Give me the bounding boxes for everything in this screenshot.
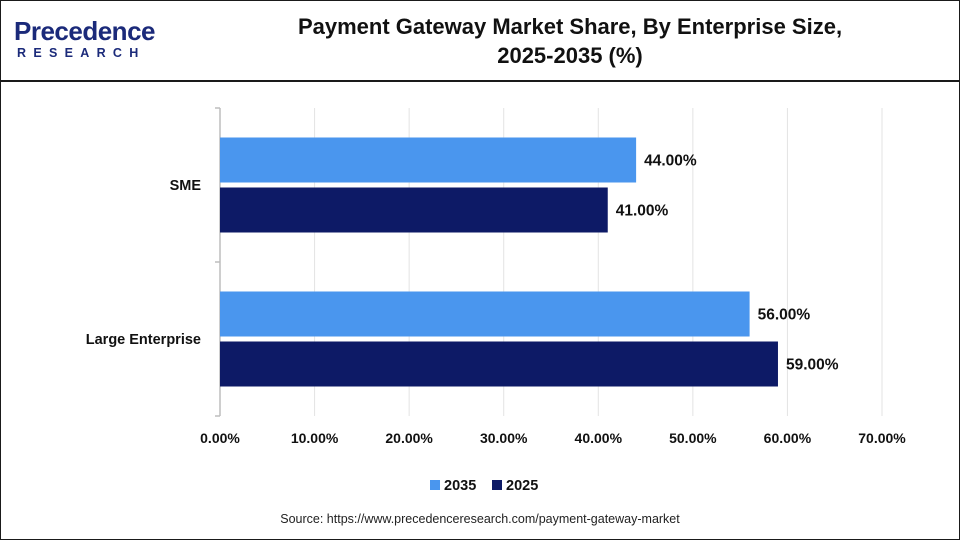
x-tick-label: 40.00% (575, 430, 623, 446)
x-tick-label: 50.00% (669, 430, 717, 446)
bar (220, 137, 637, 183)
legend-swatch (430, 480, 440, 490)
category-label: Large Enterprise (86, 332, 201, 348)
x-tick-label: 60.00% (764, 430, 812, 446)
data-label: 41.00% (616, 203, 669, 220)
data-label: 56.00% (758, 307, 811, 324)
category-label: SME (170, 178, 202, 194)
brand-logo: Precedence RESEARCH (14, 16, 164, 66)
x-tick-label: 70.00% (858, 430, 906, 446)
chart-title-line-1: Payment Gateway Market Share, By Enterpr… (297, 14, 843, 39)
x-tick-label: 0.00% (200, 430, 240, 446)
x-tick-label: 20.00% (385, 430, 433, 446)
bar (220, 341, 778, 387)
data-label: 44.00% (644, 153, 697, 170)
data-label: 59.00% (786, 357, 839, 374)
source-note: Source: https://www.precedenceresearch.c… (280, 512, 680, 526)
logo-wordmark: Precedence (14, 16, 155, 46)
legend-label: 2025 (506, 478, 538, 494)
x-tick-label: 30.00% (480, 430, 528, 446)
bar (220, 187, 608, 233)
chart-title-line-2: 2025-2035 (%) (497, 43, 643, 68)
logo-subtitle: RESEARCH (17, 46, 146, 60)
bar (220, 291, 750, 337)
x-tick-label: 10.00% (291, 430, 339, 446)
chart-title: Payment Gateway Market Share, By Enterpr… (190, 12, 950, 70)
legend-swatch (492, 480, 502, 490)
header: Precedence RESEARCH Payment Gateway Mark… (0, 0, 960, 82)
legend-label: 2035 (444, 478, 476, 494)
